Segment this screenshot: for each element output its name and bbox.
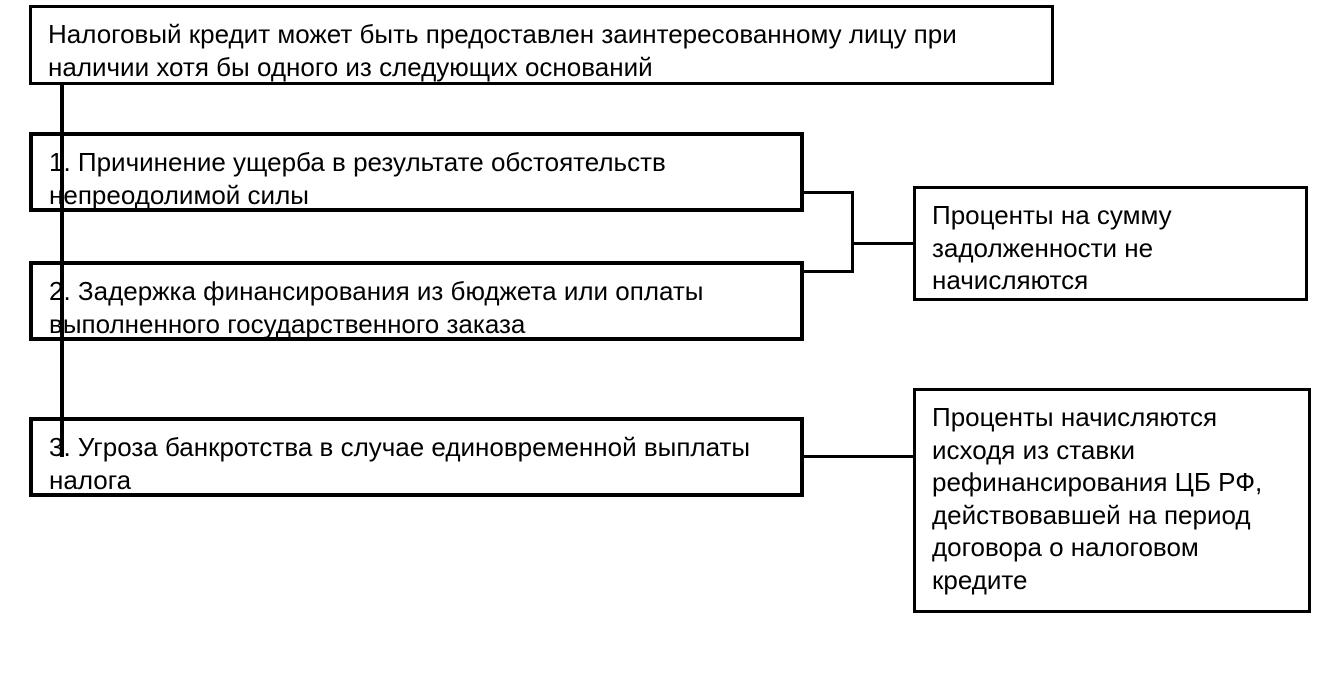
right-1-text: Проценты на сумму задолженности не начис… xyxy=(932,199,1289,297)
connector-item1-right xyxy=(804,191,854,194)
connector-item3-right xyxy=(804,455,913,458)
connector-right-merge-horiz xyxy=(854,242,913,245)
right-1-box: Проценты на сумму задолженности не начис… xyxy=(913,186,1308,301)
item-1-text: 1. Причинение ущерба в результате обстоя… xyxy=(49,146,784,211)
connector-right-merge-vert xyxy=(851,191,854,273)
item-3-text: 3. Угроза банкротства в случае единоврем… xyxy=(49,431,784,496)
right-2-text: Проценты начисляются исходя из ставки ре… xyxy=(932,401,1292,596)
connector-trunk xyxy=(60,85,64,457)
header-box: Налоговый кредит может быть предоставлен… xyxy=(29,5,1054,85)
item-2-text: 2. Задержка финансирования из бюджета ил… xyxy=(49,275,784,340)
item-3-box: 3. Угроза банкротства в случае единоврем… xyxy=(29,417,804,497)
connector-item2-right xyxy=(804,270,854,273)
item-2-box: 2. Задержка финансирования из бюджета ил… xyxy=(29,261,804,341)
item-1-box: 1. Причинение ущерба в результате обстоя… xyxy=(29,132,804,212)
right-2-box: Проценты начисляются исходя из ставки ре… xyxy=(913,388,1311,613)
header-text: Налоговый кредит может быть предоставлен… xyxy=(48,18,1035,83)
